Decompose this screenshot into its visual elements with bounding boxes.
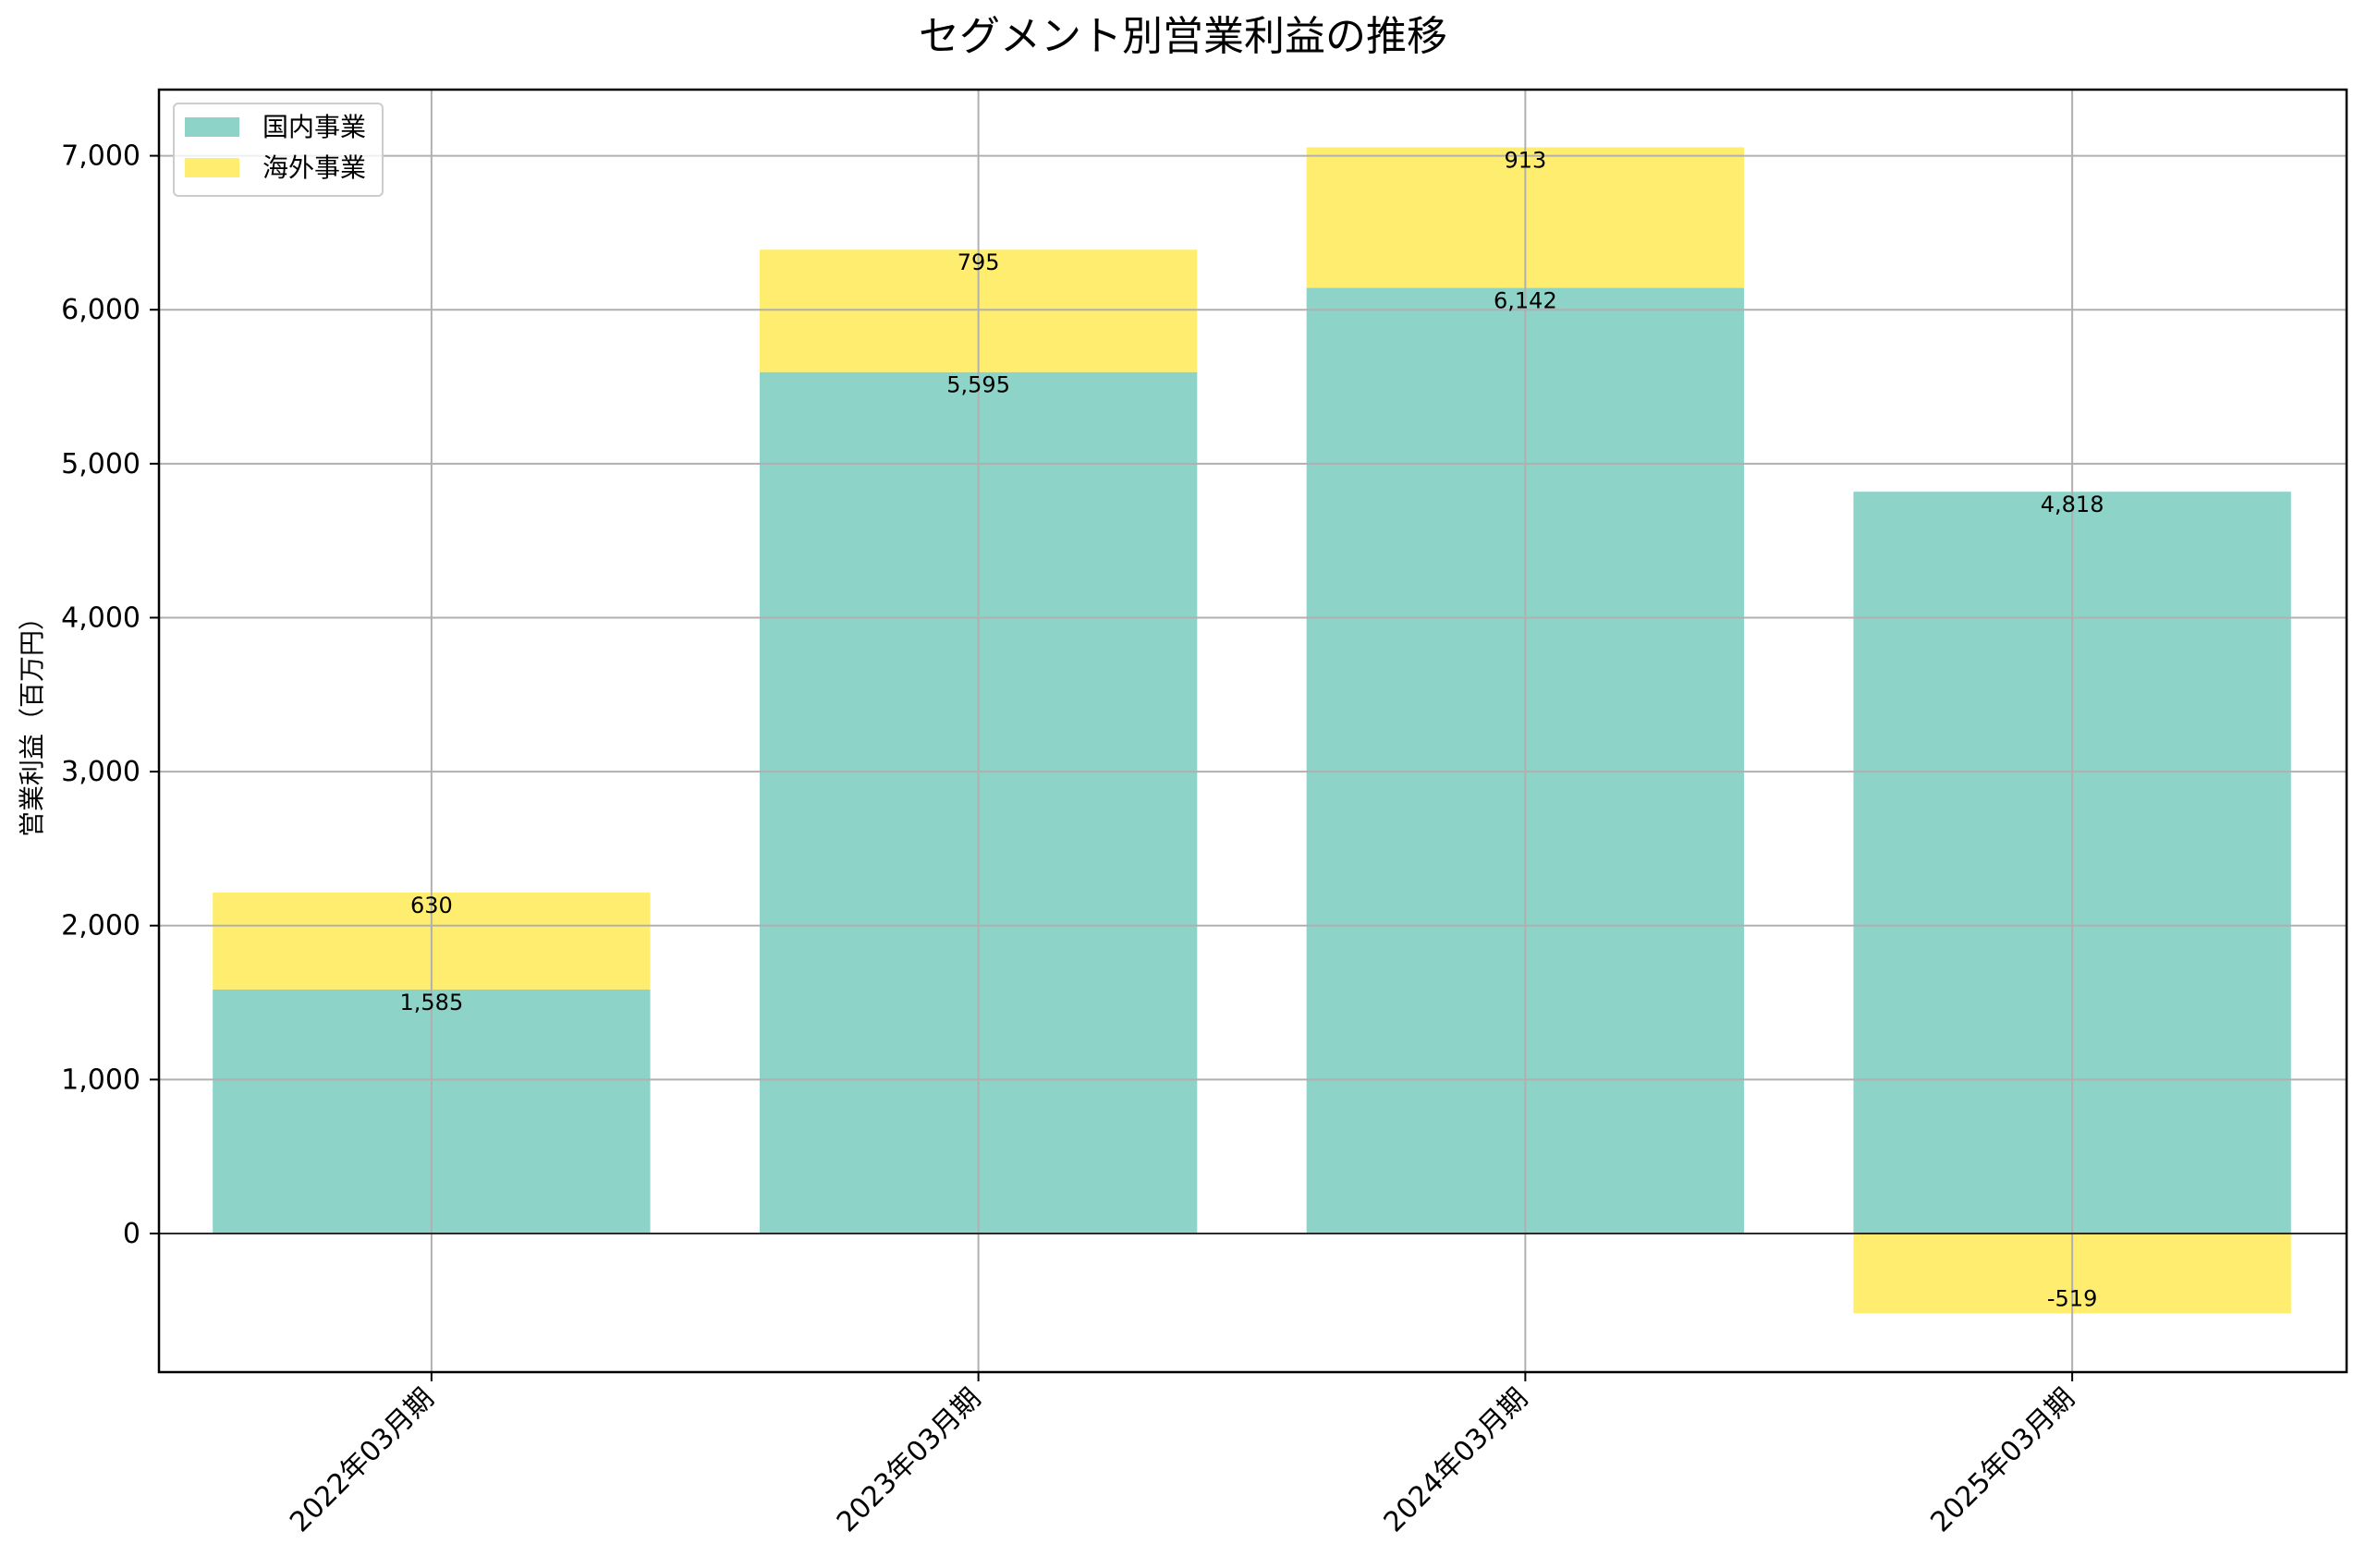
axes-frame — [157, 88, 2348, 1374]
chart-title: セグメント別営業利益の推移 — [919, 13, 1447, 60]
bar-value-label: 795 — [957, 249, 1000, 275]
y-tick-label: 1,000 — [61, 1064, 140, 1096]
x-tick-label: 2023年03月期 — [831, 1382, 987, 1538]
y-tick-label: 2,000 — [61, 910, 140, 942]
y-tick-label: 3,000 — [61, 756, 140, 788]
y-tick-label: 4,000 — [61, 602, 140, 634]
x-tick-label: 2022年03月期 — [284, 1382, 440, 1538]
plot-area: 1,585 630 5,595 795 6,142 913 4,818 -519 0 1,000 2… — [61, 88, 2348, 1538]
bar-value-label: -519 — [2047, 1285, 2097, 1311]
y-tick-label: 7,000 — [61, 140, 140, 173]
bar-value-label: 913 — [1504, 147, 1546, 173]
x-tick-label: 2024年03月期 — [1378, 1382, 1534, 1538]
bar-value-label: 1,585 — [400, 990, 464, 1015]
legend-label: 海外事業 — [262, 152, 366, 183]
x-axis-ticks: 2022年03月期 2023年03月期 2024年03月期 2025年03月期 — [284, 1372, 2081, 1538]
bar-value-label: 5,595 — [946, 372, 1010, 398]
y-axis-ticks: 0 1,000 2,000 3,000 4,000 5,000 6,000 7,000 — [61, 140, 159, 1250]
bar-labels: 1,585 630 5,595 795 6,142 913 4,818 -519 — [400, 147, 2104, 1311]
legend-swatch — [185, 158, 239, 177]
legend-label: 国内事業 — [262, 112, 366, 142]
y-tick-label: 5,000 — [61, 448, 140, 480]
y-tick-label: 0 — [123, 1218, 140, 1250]
bar-value-label: 4,818 — [2041, 492, 2104, 517]
bar-value-label: 630 — [410, 893, 453, 918]
y-axis-label: 営業利益（百万円） — [17, 604, 47, 837]
y-tick-label: 6,000 — [61, 294, 140, 326]
legend-swatch — [185, 117, 239, 137]
bar-value-label: 6,142 — [1494, 288, 1557, 314]
x-tick-label: 2025年03月期 — [1924, 1382, 2080, 1538]
bars — [213, 147, 2291, 1314]
